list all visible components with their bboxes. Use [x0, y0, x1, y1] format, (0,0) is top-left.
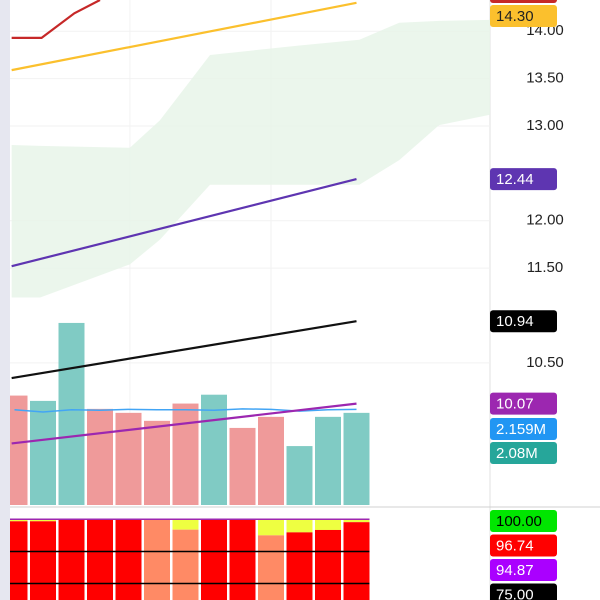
fill-band: [172, 519, 199, 530]
fill-band: [315, 519, 341, 530]
price-badge-label: 75.00: [496, 586, 534, 600]
oscillator-bar: [115, 519, 142, 600]
volume-bar: [30, 400, 56, 505]
price-badge-label: 94.87: [496, 562, 534, 579]
oscillator-bar: [201, 519, 227, 600]
price-badge: 100.00: [490, 510, 557, 532]
price-line: [11, 0, 101, 39]
volume-bar: [258, 416, 284, 505]
volume-bar: [10, 395, 28, 505]
volume-bar: [201, 394, 227, 505]
price-badge: 12.44: [490, 168, 557, 191]
price-badge: [490, 168, 557, 191]
volume-bar: [87, 408, 113, 505]
price-badge: [490, 310, 557, 333]
oscillator-bar: [229, 519, 256, 600]
oscillator-bar: [30, 521, 56, 600]
volume-bar: [315, 416, 341, 505]
fill-band: [343, 519, 370, 523]
price-badge-label: 10.07: [496, 396, 534, 413]
oscillator-bar: [286, 532, 313, 600]
price-badge-label: 10.94: [496, 313, 534, 330]
price-line: [11, 178, 357, 268]
price-badge-label: 2.08M: [496, 445, 538, 462]
volume-bar: [286, 446, 313, 505]
oscillator-bar: [10, 521, 28, 600]
oscillator-bar: [343, 522, 370, 600]
side-strip: [0, 0, 10, 600]
volume-bar: [115, 412, 142, 505]
price-badge-label: 2.159M: [496, 421, 546, 438]
price-badge: [490, 510, 557, 532]
fill-band: [10, 519, 28, 522]
price-badge: [490, 0, 557, 3]
price-badge: 14.30: [490, 5, 557, 27]
price-badge: 96.74: [490, 534, 557, 557]
fill-band: [286, 519, 313, 533]
price-badge: [490, 392, 557, 415]
price-badge: 10.07: [490, 392, 557, 415]
oscillator-bar: [258, 535, 284, 600]
y-tick-label: 11.50: [527, 259, 563, 276]
volume-bar: [58, 322, 85, 505]
price-badge: 10.94: [490, 310, 557, 333]
oscillator-bar: [144, 519, 170, 600]
oscillator-bar: [172, 529, 199, 600]
price-badge: [490, 534, 557, 557]
price-line: [11, 1, 357, 72]
price-badge-label: 100.00: [496, 513, 542, 530]
price-badge: [490, 583, 557, 600]
price-badge-label: 96.74: [496, 537, 534, 554]
price-badge: 2.08M: [490, 442, 557, 464]
price-panel: [10, 0, 490, 505]
price-badge: [490, 559, 557, 581]
price-badge-label: 14.30: [496, 8, 534, 25]
oscillator-bar: [315, 529, 341, 600]
y-tick-label: 13.50: [526, 70, 564, 87]
volume-bar: [172, 403, 199, 505]
oscillator-bar: [87, 519, 113, 600]
oscillator-panel: [10, 518, 370, 600]
price-badge: 94.87: [490, 559, 557, 581]
y-tick-label: 10.50: [526, 354, 564, 371]
price-line: [11, 402, 357, 445]
price-line: [11, 320, 357, 380]
fill-band: [258, 519, 284, 536]
oscillator-bar: [58, 519, 85, 600]
volume-bar: [144, 420, 170, 505]
y-tick-label: 12.00: [526, 212, 564, 229]
volume-bar: [229, 427, 256, 505]
price-badge: [490, 5, 557, 27]
price-badge-label: 12.44: [496, 171, 534, 188]
price-badge: 2.159M: [490, 418, 557, 440]
price-badge: [490, 442, 557, 464]
price-badge: 75.00: [490, 583, 557, 600]
y-tick-label: 13.00: [526, 117, 564, 134]
cloud: [11, 19, 490, 298]
price-badge: [490, 418, 557, 440]
fill-band: [30, 519, 56, 522]
volume-bar: [343, 412, 370, 505]
